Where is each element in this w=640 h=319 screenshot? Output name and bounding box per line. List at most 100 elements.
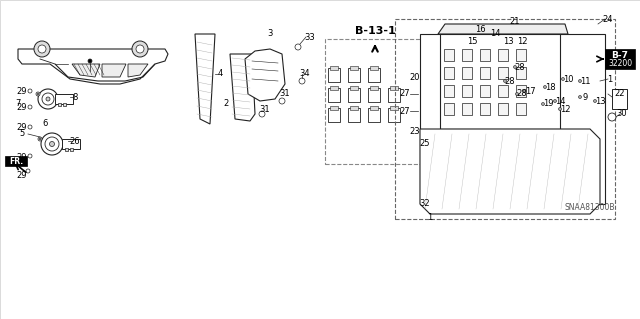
Text: 22: 22 — [615, 90, 625, 99]
Text: 5: 5 — [19, 130, 24, 138]
Circle shape — [504, 79, 506, 83]
Text: 27: 27 — [400, 107, 410, 115]
Polygon shape — [245, 49, 285, 101]
Bar — [480, 85, 490, 97]
Text: 26: 26 — [70, 137, 80, 145]
Text: 4: 4 — [218, 70, 223, 78]
Bar — [350, 86, 358, 90]
Polygon shape — [440, 34, 560, 129]
Bar — [420, 34, 605, 204]
Bar — [390, 106, 398, 110]
Bar — [370, 66, 378, 70]
Circle shape — [36, 92, 40, 96]
Bar — [348, 108, 360, 122]
Bar — [390, 86, 398, 90]
Circle shape — [41, 133, 63, 155]
Circle shape — [295, 44, 301, 50]
Text: 14: 14 — [490, 29, 500, 39]
Bar — [62, 139, 80, 149]
Text: 28: 28 — [515, 63, 525, 71]
Circle shape — [88, 59, 92, 63]
Circle shape — [132, 41, 148, 57]
Bar — [462, 67, 472, 79]
Text: 29: 29 — [17, 86, 28, 95]
Bar — [368, 68, 380, 82]
Text: 20: 20 — [410, 72, 420, 81]
Text: 30: 30 — [617, 109, 627, 118]
Text: 28: 28 — [516, 90, 527, 99]
Bar — [480, 49, 490, 61]
Text: 7: 7 — [15, 100, 20, 108]
Bar — [480, 67, 490, 79]
Text: B-13-1: B-13-1 — [355, 26, 396, 36]
Text: 24: 24 — [603, 14, 613, 24]
Bar — [330, 66, 338, 70]
Bar — [328, 68, 340, 82]
Text: 21: 21 — [509, 17, 520, 26]
Text: 27: 27 — [400, 90, 410, 99]
Text: 29: 29 — [17, 102, 28, 112]
Bar — [516, 67, 526, 79]
Polygon shape — [18, 49, 168, 84]
Bar — [516, 85, 526, 97]
Text: 13: 13 — [502, 36, 513, 46]
Bar — [388, 88, 400, 102]
Bar — [330, 106, 338, 110]
Text: 29: 29 — [17, 170, 28, 180]
Text: SNAA81300B: SNAA81300B — [564, 203, 615, 211]
Text: 12: 12 — [560, 105, 570, 114]
Text: 8: 8 — [72, 93, 77, 101]
Circle shape — [541, 102, 545, 106]
Circle shape — [39, 138, 41, 140]
Circle shape — [515, 93, 518, 95]
Circle shape — [26, 169, 30, 173]
Bar — [70, 148, 73, 151]
Bar — [480, 103, 490, 115]
Bar — [498, 103, 508, 115]
Bar — [444, 103, 454, 115]
Text: 33: 33 — [305, 33, 316, 41]
Circle shape — [28, 89, 32, 93]
Bar — [444, 49, 454, 61]
Circle shape — [45, 137, 59, 151]
Bar — [444, 85, 454, 97]
Bar — [63, 103, 66, 106]
Bar — [348, 68, 360, 82]
Text: 29: 29 — [17, 152, 28, 161]
Bar — [516, 103, 526, 115]
Text: 3: 3 — [268, 29, 273, 39]
Circle shape — [561, 78, 564, 80]
Circle shape — [28, 154, 32, 158]
Bar — [65, 148, 68, 151]
Polygon shape — [128, 64, 148, 77]
Text: FR.: FR. — [9, 157, 23, 166]
Circle shape — [37, 93, 39, 95]
Text: 23: 23 — [410, 127, 420, 136]
Text: 11: 11 — [580, 77, 590, 85]
Bar — [370, 86, 378, 90]
Circle shape — [593, 100, 596, 102]
Bar — [462, 103, 472, 115]
Text: 12: 12 — [516, 36, 527, 46]
Polygon shape — [438, 24, 568, 34]
Bar — [498, 85, 508, 97]
Text: 1: 1 — [428, 212, 433, 221]
Circle shape — [38, 137, 42, 141]
Text: 28: 28 — [505, 77, 515, 85]
Circle shape — [559, 108, 561, 110]
Text: 32200: 32200 — [608, 60, 632, 69]
Bar — [370, 106, 378, 110]
Text: 1: 1 — [607, 75, 612, 84]
Text: 25: 25 — [420, 139, 430, 149]
Bar — [516, 49, 526, 61]
Bar — [612, 89, 627, 109]
Bar — [5, 156, 27, 166]
Circle shape — [608, 113, 616, 121]
Bar — [328, 108, 340, 122]
Bar — [330, 86, 338, 90]
Bar — [444, 67, 454, 79]
Polygon shape — [102, 64, 126, 77]
Bar — [348, 88, 360, 102]
Bar — [388, 108, 400, 122]
Circle shape — [49, 142, 54, 146]
